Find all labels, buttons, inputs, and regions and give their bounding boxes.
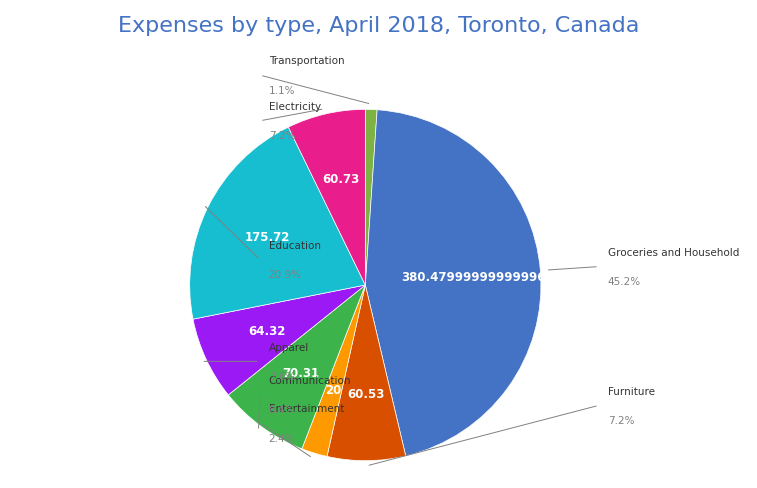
Text: 7.6%: 7.6% (269, 371, 295, 381)
Text: 8.4%: 8.4% (269, 405, 295, 415)
Text: Education: Education (269, 241, 321, 250)
Wedge shape (327, 285, 406, 461)
Text: Furniture: Furniture (608, 386, 655, 396)
Text: 7.2%: 7.2% (269, 131, 295, 141)
Text: 1.1%: 1.1% (269, 85, 295, 96)
Wedge shape (288, 110, 366, 285)
Text: Groceries and Household: Groceries and Household (608, 247, 739, 257)
Wedge shape (366, 110, 377, 285)
Text: Electricity: Electricity (269, 102, 321, 112)
Text: 7.2%: 7.2% (608, 415, 634, 425)
Text: Apparel: Apparel (269, 342, 309, 352)
Text: 60.53: 60.53 (347, 387, 385, 401)
Wedge shape (190, 128, 366, 320)
Wedge shape (193, 285, 366, 395)
Text: 64.32: 64.32 (248, 325, 285, 338)
Text: 380.47999999999996: 380.47999999999996 (402, 270, 546, 283)
Wedge shape (302, 285, 366, 456)
Text: 45.2%: 45.2% (608, 277, 641, 286)
Text: 70.31: 70.31 (282, 366, 319, 380)
Wedge shape (229, 285, 366, 449)
Text: 20.9%: 20.9% (269, 270, 302, 280)
Text: 2.4%: 2.4% (269, 433, 295, 443)
Text: 20: 20 (326, 383, 342, 396)
Text: 175.72: 175.72 (245, 231, 291, 244)
Text: Entertainment: Entertainment (269, 404, 344, 413)
Title: Expenses by type, April 2018, Toronto, Canada: Expenses by type, April 2018, Toronto, C… (118, 16, 639, 36)
Text: Transportation: Transportation (269, 56, 344, 66)
Text: 60.73: 60.73 (322, 173, 360, 186)
Text: Communication: Communication (269, 375, 351, 386)
Wedge shape (366, 111, 541, 456)
